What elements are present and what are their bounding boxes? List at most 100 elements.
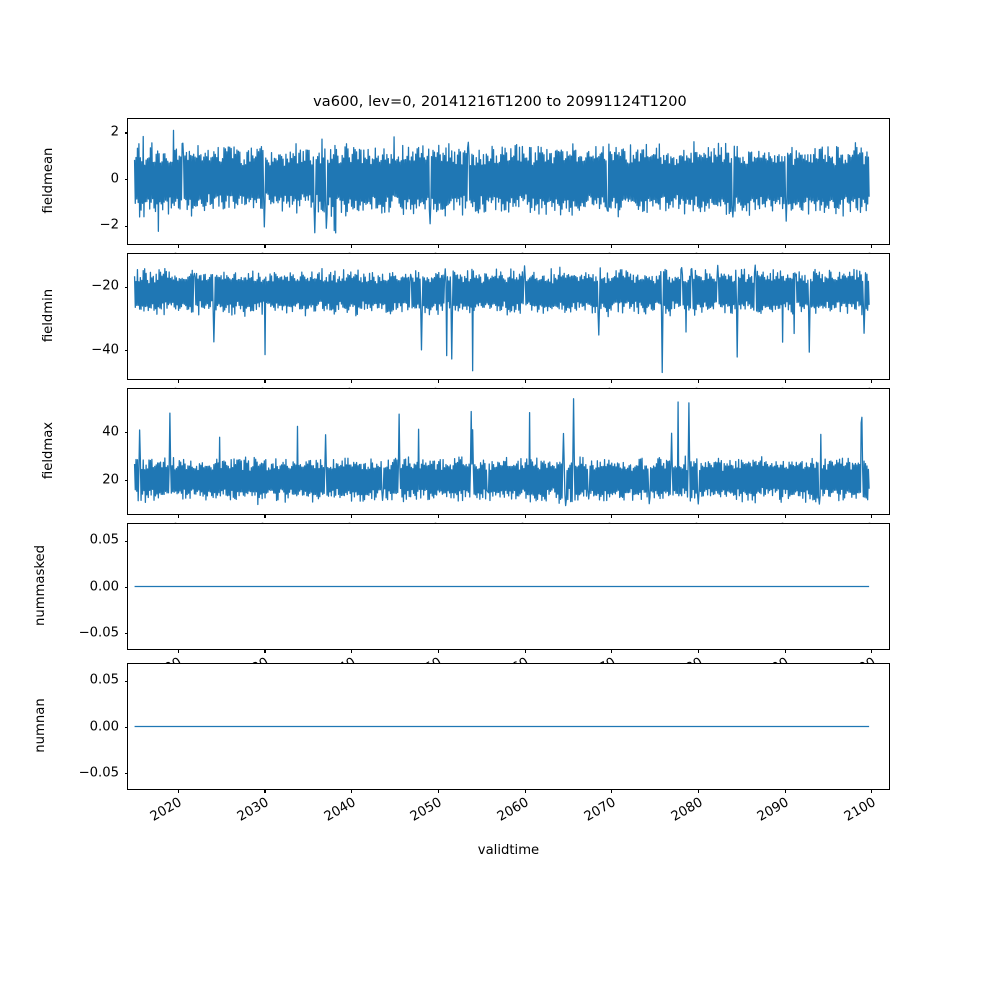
- x-tick-label: 2040: [321, 795, 359, 825]
- subplot-fieldmean[interactable]: [124, 118, 890, 248]
- data-line-fieldmean: [128, 119, 889, 244]
- subplot-fieldmax[interactable]: [124, 388, 890, 518]
- plot-area-numnan: [128, 664, 889, 789]
- y-tick-label-fieldmax: 40: [102, 424, 119, 440]
- x-tick-mark: [611, 789, 613, 793]
- x-tick-label: 2060: [472, 520, 532, 523]
- x-tick-label: 2100: [841, 795, 879, 825]
- y-tick-label-numnan: 0.00: [89, 719, 119, 734]
- x-tick-mark: [698, 514, 700, 518]
- x-tick-mark: [264, 789, 266, 793]
- y-tick-mark: [124, 350, 128, 352]
- x-tick-mark: [351, 379, 353, 383]
- x-tick-label: 2090: [732, 385, 792, 388]
- plot-area-nummasked: [128, 524, 889, 649]
- y-tick-mark: [124, 132, 128, 134]
- x-tick-label: 2100: [819, 520, 879, 523]
- x-tick-mark: [784, 379, 786, 383]
- x-tick-label: 2070: [559, 655, 619, 663]
- x-tick-label: 2020: [127, 655, 185, 663]
- x-tick-label-row-nummasked: 2020 2030 2040 2050 2060 2070 2080 2090 2100: [127, 655, 890, 663]
- data-line-nummasked: [128, 524, 889, 649]
- subplot-numnan[interactable]: [124, 663, 890, 793]
- y-tick-mark: [124, 587, 128, 589]
- x-tick-mark: [698, 244, 700, 248]
- x-tick-label: 2040: [299, 250, 359, 253]
- y-tick-mark: [124, 773, 128, 775]
- x-tick-mark: [524, 789, 526, 793]
- y-tick-mark: [124, 286, 128, 288]
- x-tick-label-row-fieldmax: 2020 2030 2040 2050 2060 2070 2080 2090 2100: [127, 520, 890, 523]
- x-tick-label: 2020: [127, 520, 185, 523]
- x-tick-label: 2030: [212, 655, 272, 663]
- x-tick-mark: [871, 379, 873, 383]
- y-axis-label-fieldmin: fieldmin: [40, 288, 56, 342]
- x-tick-mark: [611, 379, 613, 383]
- x-tick-mark: [177, 244, 179, 248]
- y-tick-label-fieldmax: 20: [102, 472, 119, 488]
- x-tick-mark: [611, 244, 613, 248]
- x-tick-label: 2030: [212, 520, 272, 523]
- x-tick-label: 2040: [299, 385, 359, 388]
- x-tick-label: 2080: [646, 655, 705, 663]
- x-tick-mark: [264, 244, 266, 248]
- x-tick-mark: [177, 789, 179, 793]
- x-tick-label: 2100: [819, 250, 879, 253]
- plot-area-fieldmin: [128, 254, 889, 379]
- x-tick-mark: [351, 649, 353, 653]
- x-tick-label: 2030: [234, 795, 272, 825]
- x-tick-label-row-numnan: 2020 2030 2040 2050 2060 2070 2080 2090 2100: [127, 795, 890, 855]
- x-tick-label: 2080: [646, 250, 705, 253]
- x-tick-label: 2060: [472, 250, 532, 253]
- x-tick-label: 2100: [819, 655, 879, 663]
- data-path-fieldmin: [135, 265, 870, 372]
- x-tick-label: 2030: [212, 250, 272, 253]
- x-tick-label: 2050: [385, 655, 445, 663]
- x-axis-label: validtime: [477, 843, 540, 858]
- y-tick-mark: [124, 480, 128, 482]
- x-tick-mark: [524, 649, 526, 653]
- x-tick-mark: [177, 379, 179, 383]
- y-tick-mark: [124, 179, 128, 181]
- y-tick-label-nummasked: 0.05: [89, 532, 119, 548]
- x-tick-mark: [698, 379, 700, 383]
- x-tick-mark: [351, 789, 353, 793]
- x-tick-label: 2090: [732, 250, 792, 253]
- y-tick-label-nummasked: −0.05: [78, 625, 119, 641]
- y-tick-mark: [124, 633, 128, 635]
- subplot-fieldmin[interactable]: [124, 253, 890, 383]
- y-tick-label-fieldmin: −40: [91, 342, 119, 358]
- x-tick-mark: [264, 649, 266, 653]
- y-tick-label-fieldmean: −2: [99, 217, 119, 233]
- x-tick-label: 2090: [732, 520, 792, 523]
- x-tick-label: 2100: [819, 385, 879, 388]
- x-tick-mark: [784, 244, 786, 248]
- data-line-fieldmax: [128, 389, 889, 514]
- y-tick-mark: [124, 727, 128, 729]
- subplot-nummasked[interactable]: [124, 523, 890, 653]
- x-tick-label: 2030: [212, 385, 272, 388]
- x-tick-mark: [437, 244, 439, 248]
- x-tick-label: 2070: [559, 520, 619, 523]
- x-tick-mark: [524, 244, 526, 248]
- x-tick-mark: [871, 244, 873, 248]
- x-tick-label: 2080: [646, 520, 705, 523]
- x-tick-mark: [871, 514, 873, 518]
- x-tick-label: 2020: [127, 250, 185, 253]
- x-tick-label: 2020: [127, 385, 185, 388]
- x-tick-mark: [784, 649, 786, 653]
- x-tick-mark: [177, 514, 179, 518]
- x-tick-mark: [871, 649, 873, 653]
- x-tick-mark: [437, 789, 439, 793]
- x-tick-mark: [524, 379, 526, 383]
- x-tick-label: 2020: [148, 795, 185, 825]
- x-tick-mark: [351, 244, 353, 248]
- x-tick-mark: [611, 514, 613, 518]
- x-tick-mark: [437, 379, 439, 383]
- plot-area-fieldmax: [128, 389, 889, 514]
- x-tick-mark: [871, 789, 873, 793]
- x-tick-label: 2060: [472, 655, 532, 663]
- y-tick-mark: [124, 540, 128, 542]
- x-tick-label: 2070: [559, 385, 619, 388]
- data-path-fieldmax: [135, 399, 870, 506]
